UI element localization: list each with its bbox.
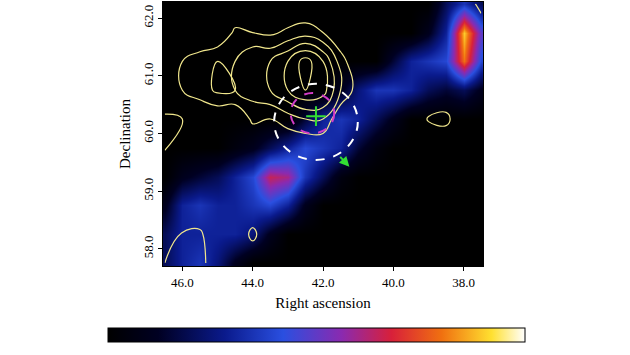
svg-text:38.0: 38.0 [452, 275, 475, 290]
svg-text:62.0: 62.0 [141, 5, 156, 28]
svg-text:58.0: 58.0 [141, 235, 156, 258]
svg-text:40.0: 40.0 [382, 275, 405, 290]
svg-text:Declination: Declination [117, 99, 133, 169]
svg-text:60.0: 60.0 [141, 120, 156, 143]
svg-text:46.0: 46.0 [171, 275, 194, 290]
svg-text:42.0: 42.0 [312, 275, 335, 290]
svg-text:61.0: 61.0 [141, 62, 156, 85]
svg-text:59.0: 59.0 [141, 178, 156, 201]
svg-text:44.0: 44.0 [241, 275, 264, 290]
svg-text:Right ascension: Right ascension [275, 295, 371, 311]
